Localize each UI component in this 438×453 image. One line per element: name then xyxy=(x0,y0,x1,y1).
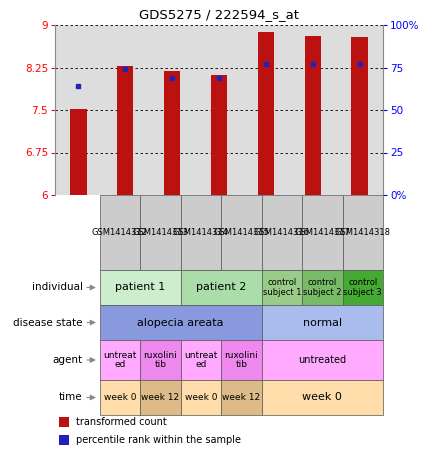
FancyBboxPatch shape xyxy=(140,380,180,415)
Bar xyxy=(258,32,274,195)
FancyBboxPatch shape xyxy=(99,305,261,340)
FancyBboxPatch shape xyxy=(221,380,261,415)
FancyBboxPatch shape xyxy=(180,340,221,380)
Text: agent: agent xyxy=(53,355,82,365)
Text: GSM1414312: GSM1414312 xyxy=(92,228,148,237)
Text: week 0: week 0 xyxy=(302,392,342,403)
FancyBboxPatch shape xyxy=(343,195,383,270)
Text: normal: normal xyxy=(303,318,342,328)
Text: time: time xyxy=(59,392,82,403)
FancyBboxPatch shape xyxy=(302,270,343,305)
Text: individual: individual xyxy=(32,283,82,293)
Text: control
subject 3: control subject 3 xyxy=(343,278,382,297)
Text: transformed count: transformed count xyxy=(76,417,166,427)
Text: untreat
ed: untreat ed xyxy=(103,351,137,369)
Text: GSM1414318: GSM1414318 xyxy=(335,228,391,237)
Bar xyxy=(164,71,180,195)
Text: week 12: week 12 xyxy=(141,393,179,402)
FancyBboxPatch shape xyxy=(140,195,180,270)
FancyBboxPatch shape xyxy=(343,270,383,305)
Text: alopecia areata: alopecia areata xyxy=(137,318,224,328)
FancyBboxPatch shape xyxy=(261,380,383,415)
FancyBboxPatch shape xyxy=(261,340,383,380)
FancyBboxPatch shape xyxy=(99,380,140,415)
Text: GSM1414316: GSM1414316 xyxy=(254,228,310,237)
Text: patient 1: patient 1 xyxy=(115,283,165,293)
Text: GSM1414313: GSM1414313 xyxy=(132,228,188,237)
Text: ruxolini
tib: ruxolini tib xyxy=(143,351,177,369)
Text: control
subject 2: control subject 2 xyxy=(303,278,342,297)
FancyBboxPatch shape xyxy=(180,195,221,270)
Text: week 12: week 12 xyxy=(222,393,260,402)
Text: GSM1414317: GSM1414317 xyxy=(294,228,350,237)
Bar xyxy=(211,75,227,195)
Text: GDS5275 / 222594_s_at: GDS5275 / 222594_s_at xyxy=(139,8,299,21)
Text: GSM1414314: GSM1414314 xyxy=(173,228,229,237)
Text: untreated: untreated xyxy=(298,355,346,365)
Text: percentile rank within the sample: percentile rank within the sample xyxy=(76,435,240,445)
FancyBboxPatch shape xyxy=(180,380,221,415)
Text: control
subject 1: control subject 1 xyxy=(262,278,301,297)
Text: week 0: week 0 xyxy=(103,393,136,402)
Text: week 0: week 0 xyxy=(184,393,217,402)
Bar xyxy=(70,109,87,195)
Text: untreat
ed: untreat ed xyxy=(184,351,217,369)
FancyBboxPatch shape xyxy=(221,195,261,270)
FancyBboxPatch shape xyxy=(180,270,261,305)
FancyBboxPatch shape xyxy=(261,195,302,270)
Text: disease state: disease state xyxy=(13,318,82,328)
Text: patient 2: patient 2 xyxy=(196,283,246,293)
FancyBboxPatch shape xyxy=(221,340,261,380)
Text: GSM1414315: GSM1414315 xyxy=(213,228,269,237)
Bar xyxy=(351,38,368,195)
FancyBboxPatch shape xyxy=(261,305,383,340)
FancyBboxPatch shape xyxy=(99,270,180,305)
FancyBboxPatch shape xyxy=(99,340,140,380)
Text: ruxolini
tib: ruxolini tib xyxy=(224,351,258,369)
FancyBboxPatch shape xyxy=(99,195,140,270)
FancyBboxPatch shape xyxy=(302,195,343,270)
FancyBboxPatch shape xyxy=(140,340,180,380)
Bar xyxy=(117,66,134,195)
Bar xyxy=(304,36,321,195)
FancyBboxPatch shape xyxy=(261,270,302,305)
